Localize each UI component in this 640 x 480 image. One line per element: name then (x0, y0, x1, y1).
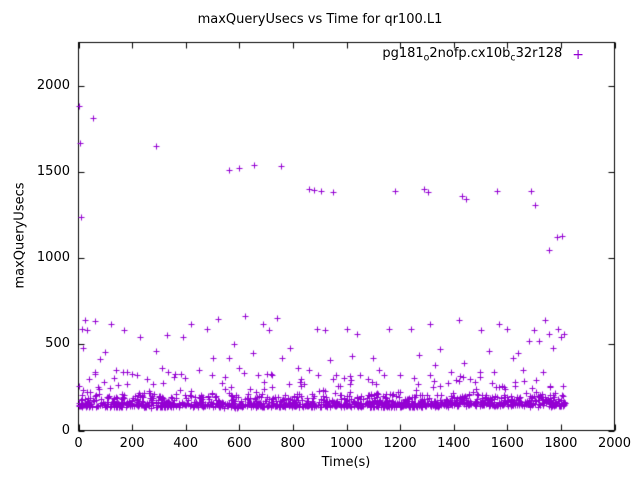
y-tick-label: 2000 (36, 77, 70, 93)
x-tick-label: 1800 (544, 436, 578, 451)
x-tick-label: 0 (74, 436, 83, 451)
y-tick-label: 1500 (36, 163, 70, 179)
chart-title: maxQueryUsecs vs Time for qr100.L1 (197, 12, 443, 27)
x-tick-label: 600 (226, 436, 252, 451)
x-tick-label: 1200 (383, 436, 417, 451)
legend-label: pg181o2nofp.cx10bc32r128 (382, 46, 563, 64)
x-tick-label: 1000 (329, 436, 364, 451)
y-tick-label: 0 (61, 422, 70, 438)
x-tick-label: 1600 (490, 436, 524, 451)
x-tick-label: 400 (173, 436, 199, 451)
x-tick-label: 2000 (597, 436, 632, 451)
x-tick-label: 200 (119, 436, 145, 451)
y-tick-label: 500 (45, 336, 70, 352)
legend: pg181o2nofp.cx10bc32r128 + (382, 46, 584, 64)
x-tick-label: 800 (280, 436, 306, 451)
x-axis-label: Time(s) (321, 455, 371, 470)
x-tick-label: 1400 (437, 436, 471, 451)
legend-marker-icon: + (572, 46, 584, 63)
y-tick-label: 1000 (36, 250, 70, 266)
